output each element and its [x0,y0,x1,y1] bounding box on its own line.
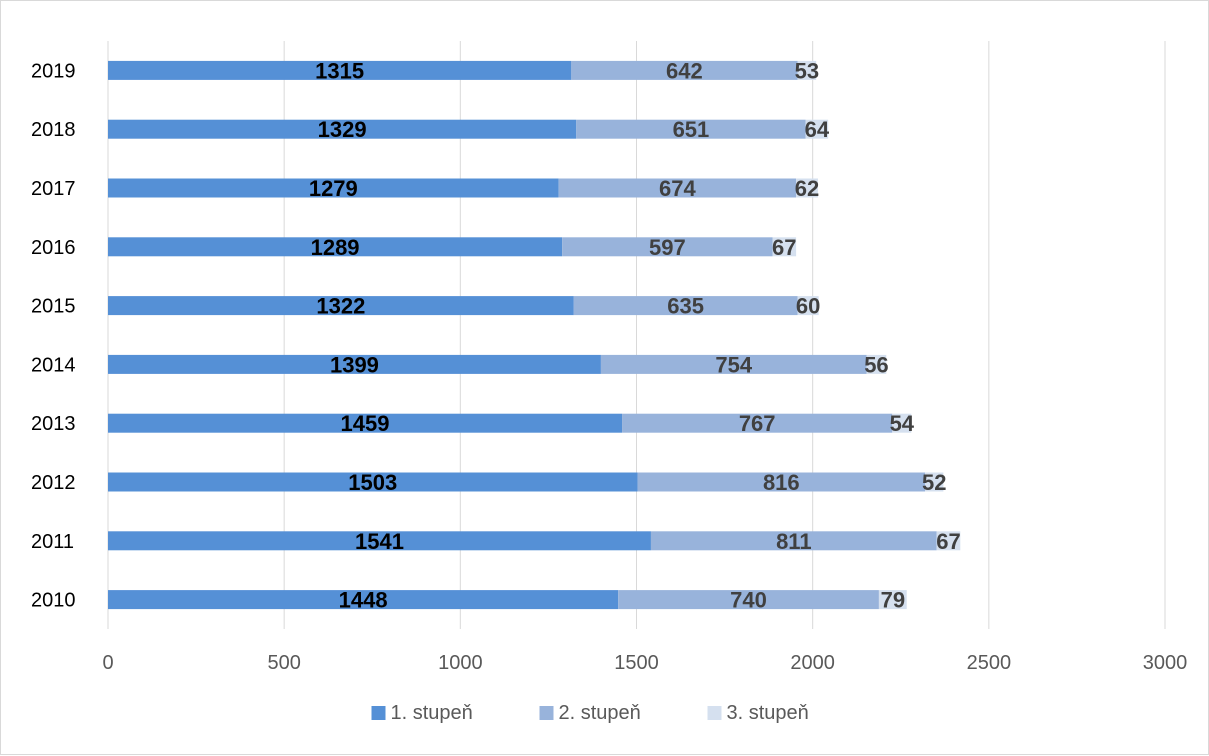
bar-segment-2017-series-3 [796,178,818,198]
bar-segment-2012-series-3 [925,472,944,492]
bar-segment-2018-series-3 [805,119,829,139]
bar-segment-2011-series-2 [650,531,937,551]
bar-segment-2012-series-1 [108,472,638,492]
data-label-2012-series-2: 816 [763,470,800,495]
data-label-2013-series-3: 54 [890,411,915,436]
bar-segment-2013-series-1 [108,413,623,433]
data-label-2012-series-3: 52 [922,470,946,495]
y-category-label: 2015 [31,296,76,318]
data-label-2016-series-3: 67 [772,235,796,260]
bar-segment-2015-series-2 [573,296,798,316]
x-axis: 0 500 1000 1500 2000 2500 3000 [102,652,1187,674]
data-labels: 1448 740 79 1541 811 67 1503 816 52 1459 767 54 1399… [309,58,961,612]
gridlines [107,41,1166,629]
y-category-label: 2018 [31,119,76,141]
x-tick-label: 2500 [967,652,1012,674]
data-label-2016-series-2: 597 [649,235,686,260]
bar-segment-2011-series-1 [108,531,651,551]
data-label-2013-series-2: 767 [739,411,776,436]
x-tick-label: 1500 [614,652,659,674]
bar-segment-2016-series-2 [562,237,773,257]
bar-segment-2016-series-3 [772,237,797,257]
y-axis: 2010 2011 2012 2013 2014 2015 2016 2017 2018 2019 [31,60,76,611]
data-label-2018-series-3: 64 [805,117,830,142]
y-category-label: 2011 [31,531,74,553]
data-label-2013-series-1: 1459 [341,411,390,436]
y-category-label: 2017 [31,178,76,200]
legend-swatch-series-1 [371,706,386,720]
y-category-label: 2013 [31,413,76,435]
x-tick-label: 1000 [438,652,483,674]
y-category-label: 2010 [31,590,76,612]
legend-swatch-series-3 [707,706,722,720]
data-label-2017-series-2: 674 [659,176,696,201]
data-label-2014-series-2: 754 [715,352,752,377]
bar-segment-2017-series-2 [558,178,797,198]
bar-segment-2019-series-1 [108,60,572,80]
bar-segment-2019-series-2 [571,60,798,80]
data-label-2014-series-1: 1399 [330,352,379,377]
bar-segment-2010-series-1 [108,590,619,610]
bar-segment-2013-series-2 [622,413,893,433]
data-label-2015-series-1: 1322 [316,294,365,319]
bar-segment-2017-series-1 [108,178,559,198]
data-label-2019-series-2: 642 [666,58,703,83]
y-category-label: 2016 [31,237,76,259]
bar-segment-2010-series-3 [878,590,907,610]
data-label-2010-series-1: 1448 [339,588,388,613]
data-label-2017-series-3: 62 [795,176,819,201]
legend-label-series-2: 2. stupeň [559,702,641,724]
bar-segment-2010-series-2 [618,590,879,610]
legend-label-series-1: 1. stupeň [391,702,473,724]
data-label-2019-series-3: 53 [795,58,819,83]
data-label-2010-series-3: 79 [881,588,905,613]
legend: 1. stupeň 2. stupeň 3. stupeň [371,702,809,724]
data-label-2011-series-1: 1541 [355,529,404,554]
data-label-2019-series-1: 1315 [315,58,364,83]
bars [108,60,961,610]
bar-segment-2012-series-2 [637,472,926,492]
data-label-2011-series-3: 67 [936,529,960,554]
y-category-label: 2012 [31,472,76,494]
data-label-2018-series-1: 1329 [318,117,367,142]
y-category-label: 2019 [31,60,76,82]
x-tick-label: 2000 [790,652,835,674]
bar-segment-2014-series-2 [600,354,867,374]
x-tick-label: 0 [102,652,113,674]
bar-segment-2018-series-2 [576,119,806,139]
data-label-2010-series-2: 740 [730,588,767,613]
bar-segment-2016-series-1 [108,237,563,257]
bar-segment-2014-series-1 [108,354,601,374]
data-label-2017-series-1: 1279 [309,176,358,201]
data-label-2015-series-3: 60 [796,294,820,319]
x-tick-label: 3000 [1143,652,1188,674]
bar-segment-2014-series-3 [866,354,887,374]
y-category-label: 2014 [31,354,76,376]
bar-segment-2013-series-3 [892,413,912,433]
data-label-2012-series-1: 1503 [348,470,397,495]
bar-segment-2015-series-3 [797,296,819,316]
data-label-2011-series-2: 811 [776,529,812,554]
data-label-2014-series-3: 56 [864,352,888,377]
data-label-2016-series-1: 1289 [311,235,360,260]
bar-segment-2015-series-1 [108,296,574,316]
legend-swatch-series-2 [539,706,554,720]
x-tick-label: 500 [267,652,300,674]
legend-label-series-3: 3. stupeň [727,702,809,724]
bar-segment-2019-series-3 [797,60,817,80]
data-label-2018-series-2: 651 [673,117,710,142]
bar-segment-2011-series-3 [936,531,961,551]
data-label-2015-series-2: 635 [667,294,704,319]
bar-segment-2018-series-1 [108,119,577,139]
